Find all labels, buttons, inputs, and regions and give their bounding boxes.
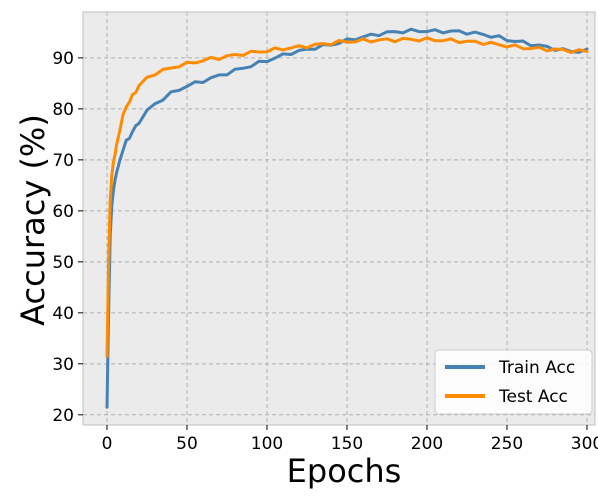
axis-ticks: 0 50 100 150 200 250 300 20 30 40 50 60 70 80 90 — [52, 49, 598, 454]
legend: Train Acc Test Acc — [434, 349, 593, 415]
x-tick-label: 150 — [331, 434, 363, 454]
y-tick-label: 40 — [52, 304, 74, 324]
y-tick-label: 60 — [52, 202, 74, 222]
grid-lines — [83, 12, 595, 425]
x-tick-label: 250 — [491, 434, 523, 454]
legend-label-test-acc: Test Acc — [498, 387, 568, 407]
y-tick-label: 50 — [52, 253, 74, 273]
series-line-train-acc — [105, 27, 589, 409]
y-axis-title: Accuracy (%) — [14, 114, 52, 326]
legend-label-train-acc: Train Acc — [498, 358, 575, 378]
x-tick-label: 50 — [176, 434, 198, 454]
series-line-test-acc — [105, 36, 589, 358]
x-tick-label: 300 — [571, 434, 598, 454]
x-tick-label: 100 — [251, 434, 283, 454]
y-tick-label: 70 — [52, 151, 74, 171]
y-tick-label: 20 — [52, 406, 74, 426]
x-tick-label: 0 — [102, 434, 113, 454]
y-tick-label: 30 — [52, 355, 74, 375]
series-lines — [105, 27, 589, 409]
plot-frame — [82, 11, 596, 426]
y-tick-label: 80 — [52, 100, 74, 120]
x-axis-title: Epochs — [287, 452, 402, 490]
y-tick-label: 90 — [52, 49, 74, 69]
x-tick-label: 200 — [411, 434, 443, 454]
